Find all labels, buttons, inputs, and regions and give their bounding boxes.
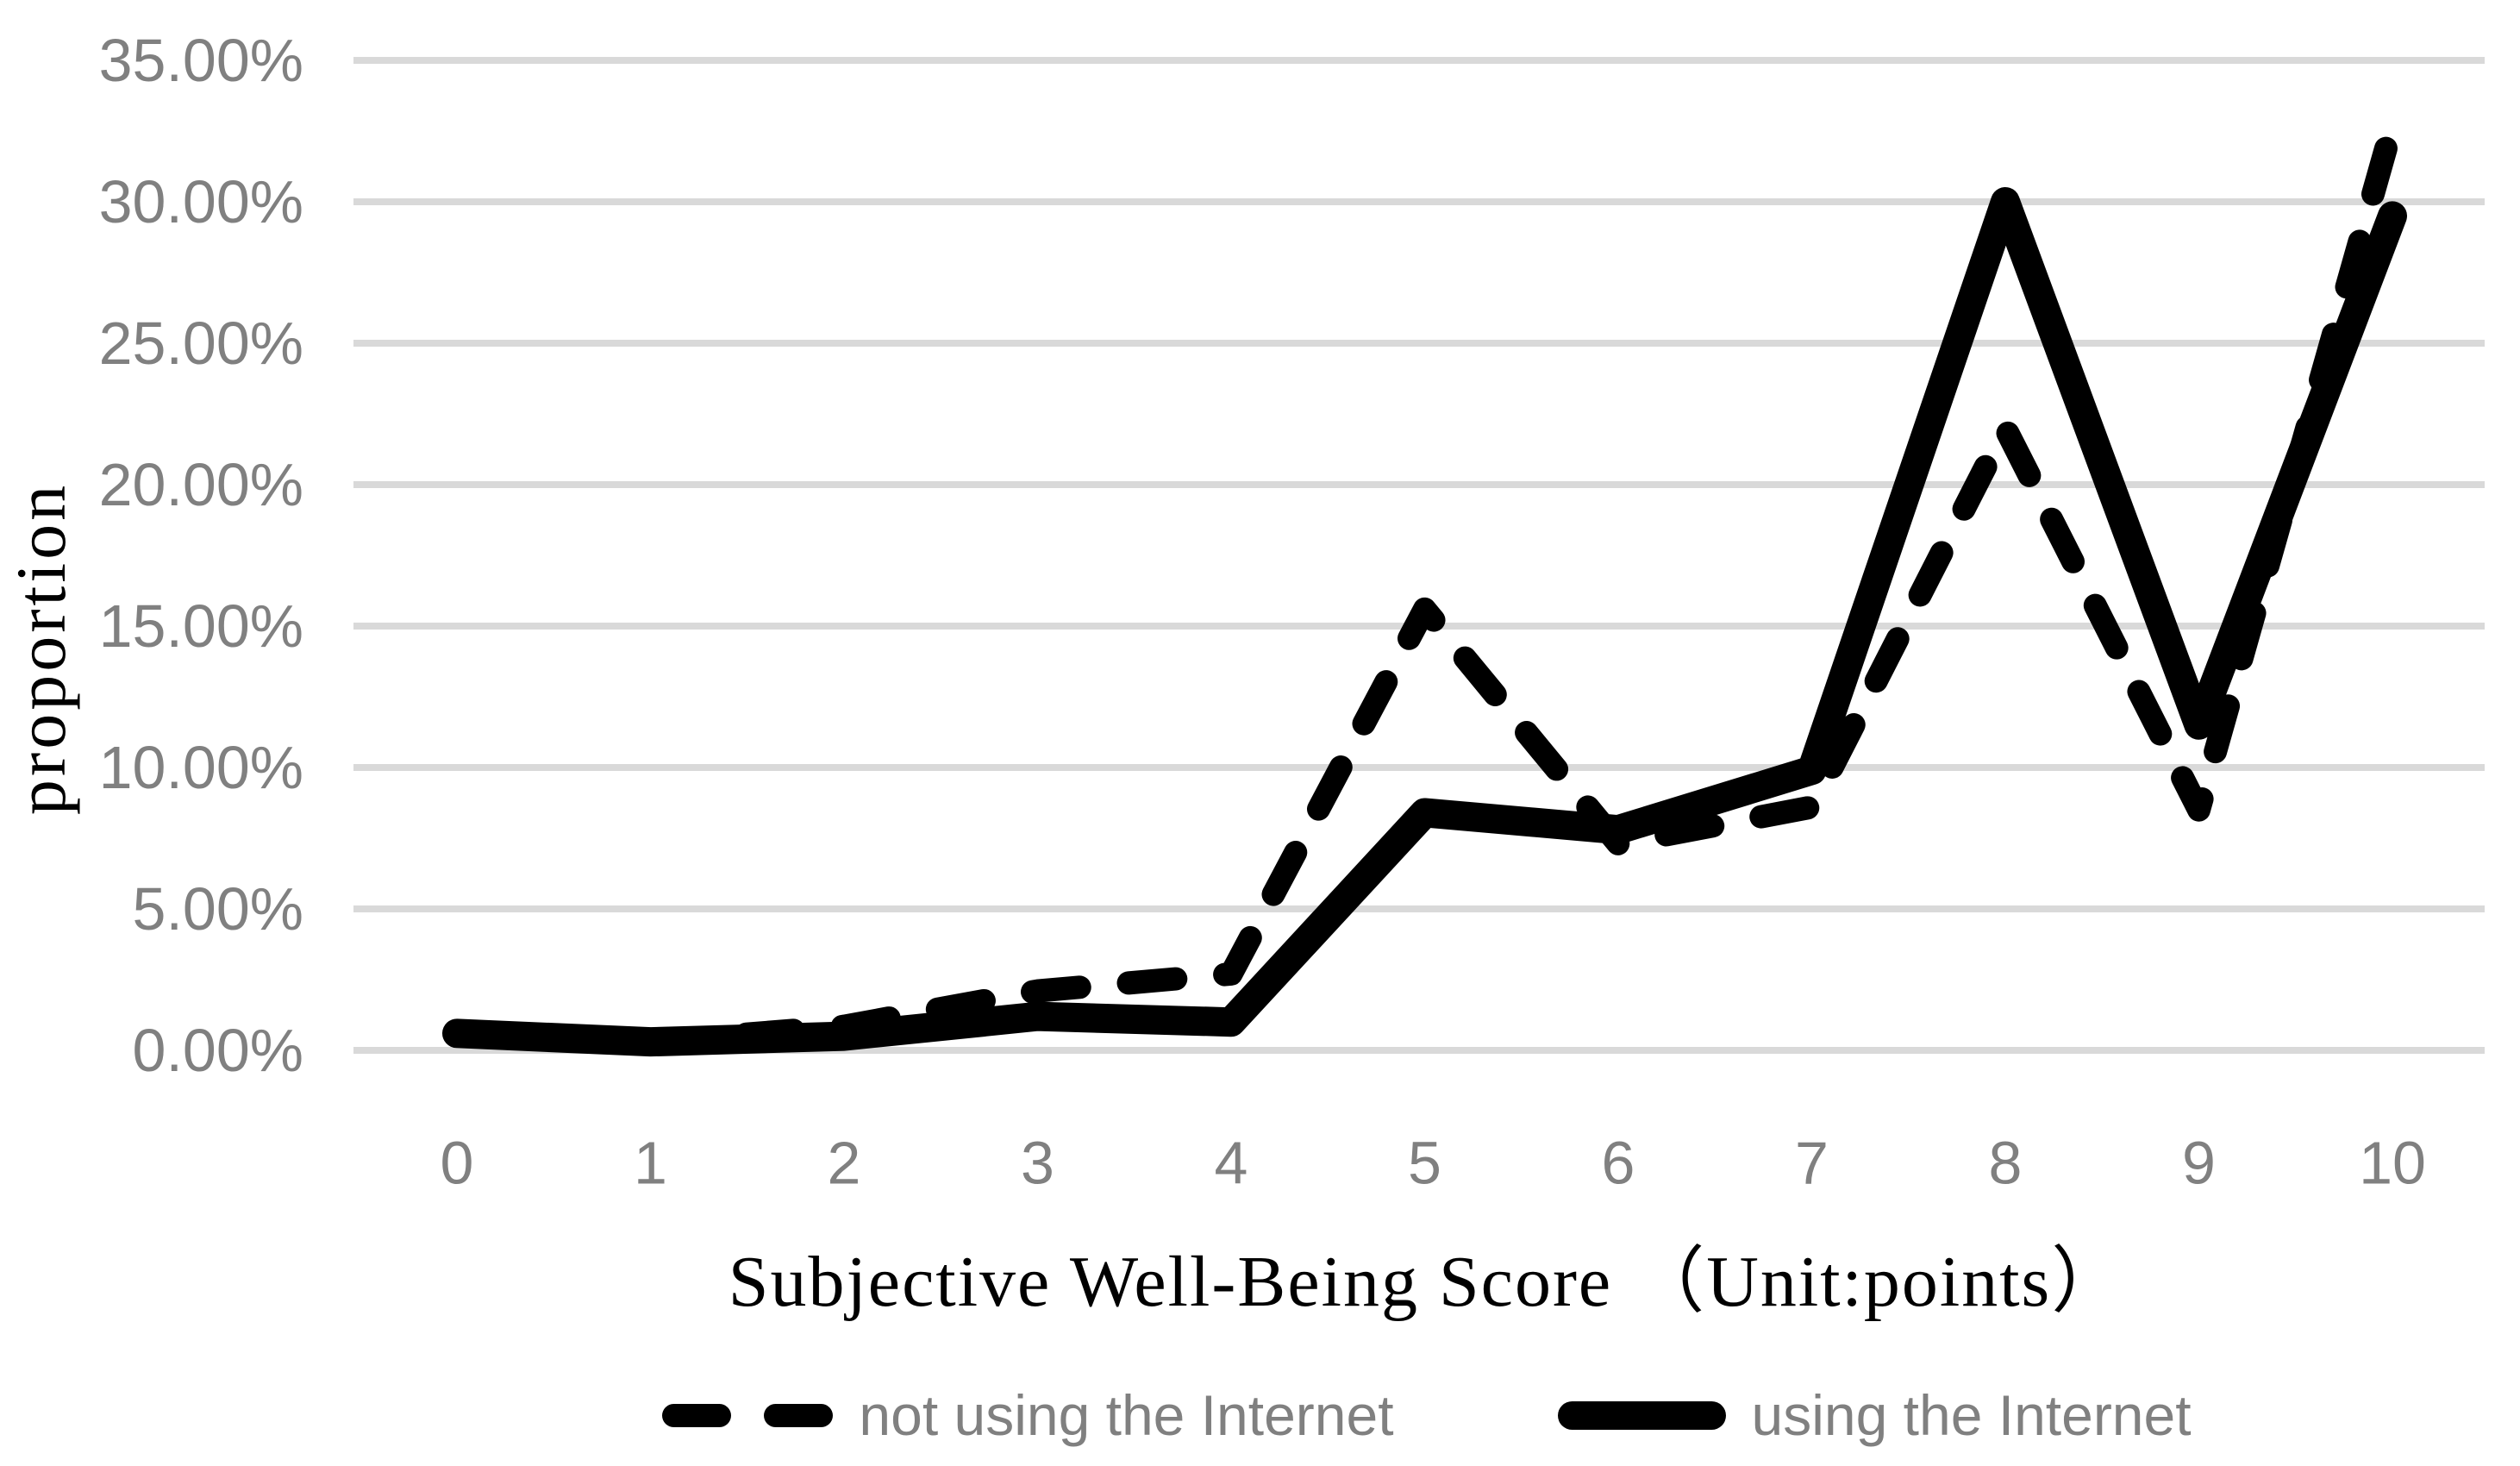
- x-tick-label: 5: [1408, 1129, 1441, 1196]
- legend: not using the Internet using the Interne…: [353, 1376, 2500, 1454]
- x-tick-label: 10: [2359, 1129, 2426, 1196]
- y-tick-label: 10.00%: [99, 734, 303, 801]
- x-tick-label: 0: [441, 1129, 474, 1196]
- x-axis-title: Subjective Well-Being Score （Unit:points…: [728, 1242, 2126, 1322]
- y-tick-label: 0.00%: [133, 1017, 303, 1084]
- x-tick-label: 1: [634, 1129, 667, 1196]
- x-tick-label: 8: [1989, 1129, 2023, 1196]
- x-tick-label: 4: [1215, 1129, 1248, 1196]
- y-tick-label: 35.00%: [99, 27, 303, 94]
- x-tick-label: 6: [1602, 1129, 1635, 1196]
- y-tick-label: 5.00%: [133, 875, 303, 943]
- y-tick-label: 25.00%: [99, 310, 303, 377]
- x-tick-label: 7: [1795, 1129, 1829, 1196]
- y-tick-label: 15.00%: [99, 592, 303, 660]
- x-tick-label: 2: [828, 1129, 861, 1196]
- y-tick-label: 20.00%: [99, 451, 303, 518]
- dashed-line-swatch: [662, 1403, 834, 1427]
- legend-item-not-using: not using the Internet: [662, 1382, 1394, 1448]
- y-tick-label: 30.00%: [99, 168, 303, 235]
- solid-line-swatch: [1557, 1400, 1726, 1430]
- y-axis-title: proportion: [2, 481, 80, 816]
- series-line-solid: [442, 187, 2407, 1057]
- legend-label: using the Internet: [1751, 1383, 2192, 1447]
- x-tick-label: 3: [1021, 1129, 1054, 1196]
- x-tick-label: 9: [2182, 1129, 2216, 1196]
- legend-item-using: using the Internet: [1557, 1382, 2192, 1448]
- series-line-dashed: [445, 113, 2404, 1054]
- legend-label: not using the Internet: [859, 1383, 1394, 1447]
